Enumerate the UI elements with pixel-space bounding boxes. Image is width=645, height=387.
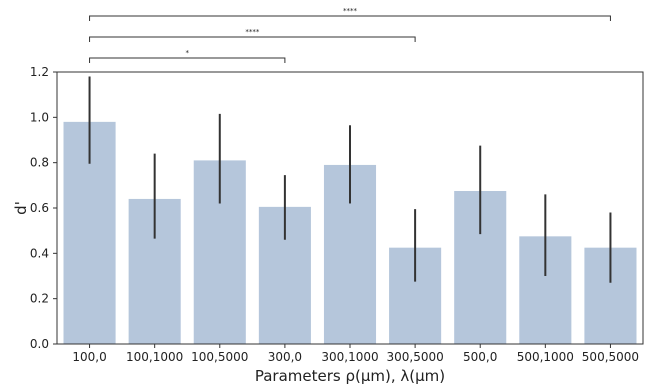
x-tick-label: 500,0 [463,350,497,364]
y-axis: 0.0 0.2 0.4 0.6 0.8 1.0 1.2 [30,65,57,351]
x-tick-label: 300,1000 [321,350,378,364]
significance-bracket [89,36,416,42]
significance-brackets: ********* [89,7,611,63]
y-tick-label: 0.6 [30,201,49,215]
x-tick-label: 500,1000 [517,350,574,364]
significance-label: **** [343,7,358,15]
significance-label: * [185,49,189,57]
y-tick-label: 0.4 [30,246,49,260]
significance-bracket [89,57,286,63]
x-tick-label: 100,1000 [126,350,183,364]
y-tick-label: 0.8 [30,156,49,170]
x-axis: 100,0 100,1000 100,5000 300,0 300,1000 300,50… [72,344,639,364]
y-tick-label: 0.2 [30,292,49,306]
significance-bracket [89,15,611,21]
x-tick-label: 500,5000 [582,350,639,364]
error-bars [88,76,612,283]
y-tick-label: 1.0 [30,110,49,124]
x-tick-label: 100,5000 [191,350,248,364]
x-tick-label: 300,0 [268,350,302,364]
x-tick-label: 100,0 [72,350,106,364]
y-axis-label: d' [12,201,30,215]
y-tick-label: 1.2 [30,65,49,79]
y-tick-label: 0.0 [30,337,49,351]
significance-label: **** [245,28,260,36]
x-axis-label: Parameters ρ(μm), λ(μm) [255,367,445,385]
x-tick-label: 300,5000 [386,350,443,364]
